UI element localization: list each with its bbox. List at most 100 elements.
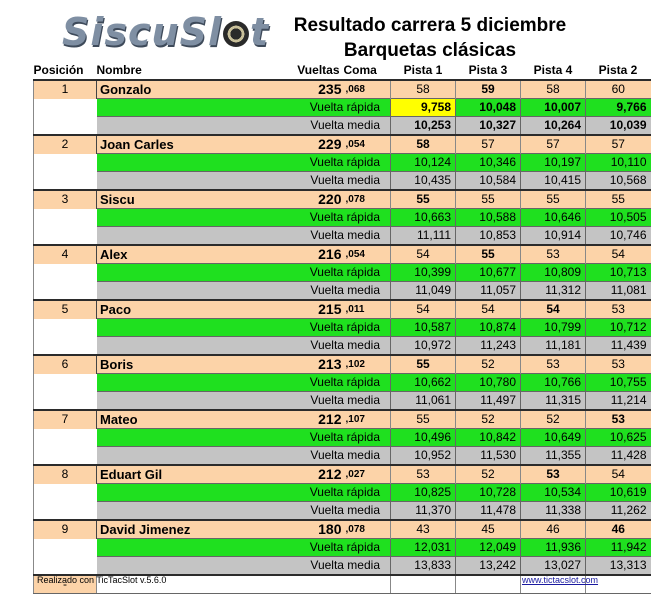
driver-row: 4 Alex 216,054 54 55 53 54 (33, 244, 651, 264)
header-name: Nombre (96, 62, 281, 80)
fast-lap-label: Vuelta rápida (96, 373, 391, 392)
avg-lap-row: Vuelta media 10,952 11,530 11,355 11,428 (33, 446, 651, 465)
blank-cell (33, 373, 97, 392)
laps-cell: 213 (280, 354, 344, 374)
avg-lap-cell: 11,061 (390, 391, 456, 410)
driver-row: 3 Siscu 220,078 55 55 55 55 (33, 189, 651, 209)
avg-lap-label: Vuelta media (96, 281, 391, 300)
blank-cell (33, 538, 97, 557)
fast-lap-cell: 10,505 (585, 208, 651, 227)
blank-cell (33, 446, 97, 465)
avg-lap-row: Vuelta media 10,253 10,327 10,264 10,039 (33, 116, 651, 135)
position-cell: 1 (33, 79, 97, 99)
page-title: Resultado carrera 5 diciembre (293, 15, 567, 36)
avg-lap-label: Vuelta media (96, 116, 391, 135)
fast-lap-cell: 11,942 (585, 538, 651, 557)
fast-lap-cell: 10,780 (455, 373, 521, 392)
lane-laps-cell: 53 (390, 464, 456, 484)
lane-laps-cell: 55 (585, 189, 651, 209)
position-cell: 9 (33, 519, 97, 539)
position-cell: 6 (33, 354, 97, 374)
position-cell: - (33, 574, 97, 594)
avg-lap-cell: 11,355 (520, 446, 586, 465)
avg-lap-cell: 10,415 (520, 171, 586, 190)
fast-lap-row: Vuelta rápida 10,825 10,728 10,534 10,619 (33, 483, 651, 502)
fast-lap-row: Vuelta rápida 10,399 10,677 10,809 10,713 (33, 263, 651, 282)
fast-lap-cell: 10,809 (520, 263, 586, 282)
laps-cell: 212 (280, 464, 344, 484)
lane-laps-cell: 46 (520, 519, 586, 539)
blank-cell (33, 226, 97, 245)
driver-name: Alex (96, 244, 281, 264)
coma-cell: ,068 (343, 79, 391, 99)
lane-laps-cell: 54 (520, 299, 586, 319)
lane-laps-cell: 54 (585, 464, 651, 484)
coma-cell: ,078 (343, 189, 391, 209)
lane-laps-cell: 52 (455, 354, 521, 374)
header-lane-3: Pista 4 (520, 62, 586, 80)
empty-cell (520, 574, 586, 594)
avg-lap-row: Vuelta media 10,435 10,584 10,415 10,568 (33, 171, 651, 190)
lane-laps-cell: 57 (585, 134, 651, 154)
fast-lap-cell: 10,625 (585, 428, 651, 447)
avg-lap-cell: 10,039 (585, 116, 651, 135)
blank-cell (33, 281, 97, 300)
fast-lap-cell: 10,825 (390, 483, 456, 502)
avg-lap-cell: 11,312 (520, 281, 586, 300)
empty-row: - (33, 574, 651, 594)
blank-cell (33, 263, 97, 282)
header-lane-4: Pista 2 (585, 62, 651, 80)
header-position: Posición (33, 62, 97, 80)
fast-lap-cell: 10,588 (455, 208, 521, 227)
fast-lap-cell: 10,712 (585, 318, 651, 337)
fast-lap-cell: 10,799 (520, 318, 586, 337)
avg-lap-cell: 11,081 (585, 281, 651, 300)
avg-lap-cell: 11,439 (585, 336, 651, 355)
lane-laps-cell: 54 (390, 299, 456, 319)
avg-lap-cell: 10,746 (585, 226, 651, 245)
empty-cell (390, 574, 456, 594)
empty-cell (585, 574, 651, 594)
best-lap-cell: 9,758 (390, 98, 456, 117)
laps-cell: 216 (280, 244, 344, 264)
driver-name: Boris (96, 354, 281, 374)
fast-lap-cell: 10,619 (585, 483, 651, 502)
footer-credit: Realizado con TicTacSlot v.5.6.0 (37, 575, 167, 585)
blank-cell (33, 171, 97, 190)
page-subtitle: Barquetas clásicas (343, 40, 517, 61)
position-cell: 4 (33, 244, 97, 264)
avg-lap-row: Vuelta media 11,061 11,497 11,315 11,214 (33, 391, 651, 410)
avg-lap-cell: 11,111 (390, 226, 456, 245)
avg-lap-cell: 11,497 (455, 391, 521, 410)
footer-link[interactable]: www.tictacslot.com (522, 575, 599, 585)
avg-lap-cell: 10,264 (520, 116, 586, 135)
header-row: Posición Nombre Vueltas Coma Pista 1 Pis… (33, 62, 651, 80)
avg-lap-label: Vuelta media (96, 226, 391, 245)
lane-laps-cell: 57 (455, 134, 521, 154)
fast-lap-label: Vuelta rápida (96, 208, 391, 227)
coma-cell: ,011 (343, 299, 391, 319)
lane-laps-cell: 53 (585, 299, 651, 319)
fast-lap-cell: 10,842 (455, 428, 521, 447)
blank-cell (33, 556, 97, 575)
logo-text: SiscuSl (62, 10, 222, 54)
avg-lap-cell: 11,338 (520, 501, 586, 520)
fast-lap-cell: 11,936 (520, 538, 586, 557)
fast-lap-cell: 10,649 (520, 428, 586, 447)
driver-row: 5 Paco 215,011 54 54 54 53 (33, 299, 651, 319)
lane-laps-cell: 52 (520, 409, 586, 429)
coma-cell: ,054 (343, 244, 391, 264)
fast-lap-cell: 10,728 (455, 483, 521, 502)
position-cell: 2 (33, 134, 97, 154)
avg-lap-label: Vuelta media (96, 336, 391, 355)
driver-name: Paco (96, 299, 281, 319)
lane-laps-cell: 58 (390, 134, 456, 154)
driver-row: 8 Eduart Gil 212,027 53 52 53 54 (33, 464, 651, 484)
lane-laps-cell: 54 (455, 299, 521, 319)
lane-laps-cell: 46 (585, 519, 651, 539)
avg-lap-label: Vuelta media (96, 446, 391, 465)
fast-lap-cell: 10,677 (455, 263, 521, 282)
position-cell: 5 (33, 299, 97, 319)
coma-cell: ,102 (343, 354, 391, 374)
avg-lap-cell: 10,853 (455, 226, 521, 245)
